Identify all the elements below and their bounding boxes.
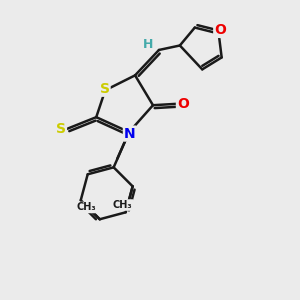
Text: CH₃: CH₃ <box>113 200 133 210</box>
Text: O: O <box>177 97 189 111</box>
Text: O: O <box>214 23 226 37</box>
Text: N: N <box>124 127 136 141</box>
Text: S: S <box>100 82 110 96</box>
Text: H: H <box>143 38 154 51</box>
Text: CH₃: CH₃ <box>76 202 96 212</box>
Text: S: S <box>56 122 66 136</box>
